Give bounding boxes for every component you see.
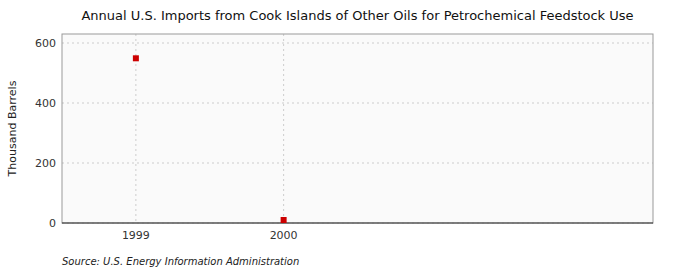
- point: [133, 55, 139, 61]
- y-tick-label: 0: [49, 217, 56, 230]
- x-tick-label: 2000: [270, 229, 298, 242]
- ticks: 0 200 400 600 1999 2000: [35, 37, 298, 242]
- y-grid-line: [62, 103, 653, 104]
- x-grid-line: [283, 34, 284, 223]
- title: Annual U.S. Imports from Cook Islands of…: [81, 8, 633, 23]
- plot-frame: [62, 34, 653, 223]
- x-axis-line: [62, 222, 653, 223]
- y-tick-label: 400: [35, 97, 56, 110]
- plot-background: [62, 34, 653, 223]
- y-grid-line: [62, 163, 653, 164]
- grid: [62, 34, 653, 223]
- points: [133, 55, 287, 223]
- y-tick-label: 600: [35, 37, 56, 50]
- y-tick-label: 200: [35, 157, 56, 170]
- point: [281, 217, 287, 223]
- y-axis-label: Thousand Barrels: [6, 80, 19, 177]
- source-note: Source: U.S. Energy Information Administ…: [62, 256, 299, 267]
- y-grid-line: [62, 43, 653, 44]
- x-grid-line: [135, 34, 136, 223]
- chart: 0 200 400 600 1999 2000 Annual U.S. Imports fr…: [0, 0, 675, 275]
- y-grid-line: [62, 223, 653, 224]
- x-tick-label: 1999: [122, 229, 150, 242]
